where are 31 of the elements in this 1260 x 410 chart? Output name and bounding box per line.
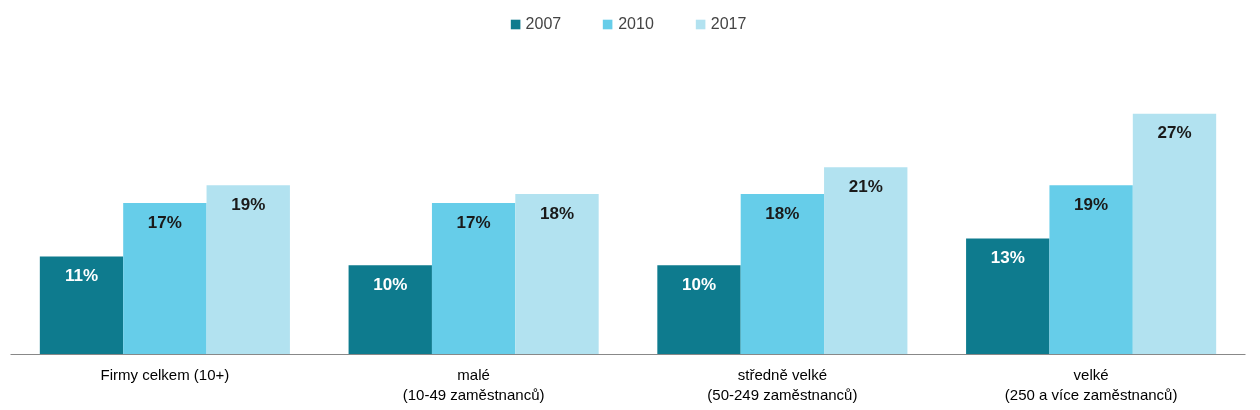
x-tick-label: Firmy celkem (10+) [100,365,230,383]
x-tick-label: malé (10-49 zaměstnanců) [402,365,545,403]
data-label: 13% [990,248,1025,268]
data-label: 19% [231,194,266,214]
bar [1132,113,1217,355]
bar [39,256,124,355]
legend-label: 2017 [710,15,747,33]
bar [824,167,908,355]
data-label: 19% [1074,194,1109,214]
legend-label: 2010 [618,15,654,33]
bar [740,194,825,355]
legend-label: 2007 [525,15,562,33]
bar [657,265,741,355]
data-label: 10% [373,274,408,294]
data-label: 27% [1157,123,1192,143]
bar [348,265,432,355]
data-label: 11% [64,266,99,286]
data-label: 10% [682,274,717,294]
bar [1049,185,1133,355]
x-tick-label: velké (250 a více zaměstnanců) [1004,365,1178,403]
bar [206,185,290,355]
data-label: 18% [539,203,575,223]
data-label: 17% [456,212,491,232]
x-tick-label: středně velké (50-249 zaměstnanců) [707,365,858,403]
bar [123,202,207,355]
bar [515,194,599,355]
bar [966,238,1050,355]
data-label: 21% [848,176,883,196]
bar [431,202,516,355]
data-label: 17% [147,212,182,232]
data-label: 18% [765,203,800,223]
